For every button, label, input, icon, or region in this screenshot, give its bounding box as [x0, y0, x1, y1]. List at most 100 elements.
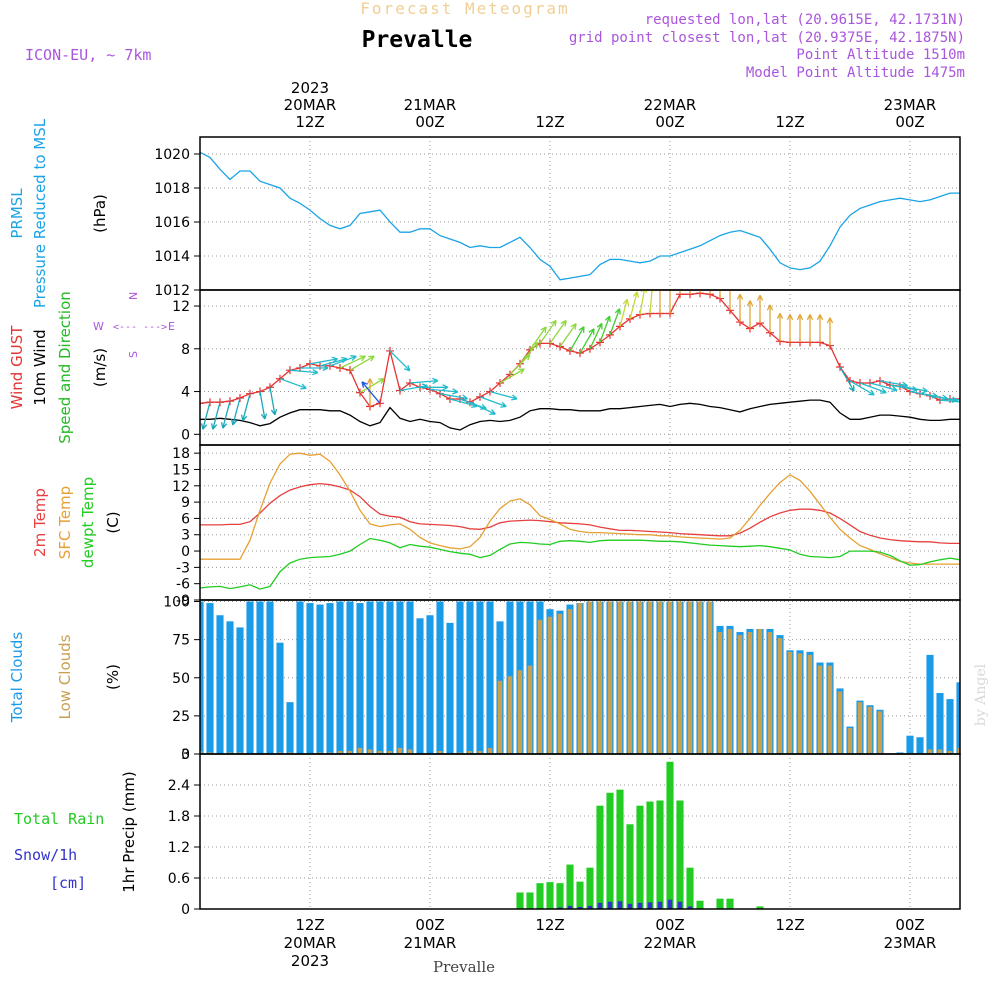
bar-low-clouds [647, 601, 653, 754]
bar-rain [526, 892, 534, 909]
bar-total-clouds [936, 693, 944, 754]
credit-text: by Angel [973, 663, 989, 726]
bar-total-clouds [200, 601, 204, 754]
y-tick-label: 0 [181, 427, 190, 443]
bar-total-clouds [246, 601, 254, 754]
bar-rain [756, 906, 764, 909]
wind-arrow [869, 382, 898, 393]
wind-arrow [349, 355, 375, 371]
wind-arrow [361, 381, 381, 404]
panel-label: (m/s) [91, 348, 109, 387]
panel-label: Low Clouds [56, 634, 74, 719]
bar-low-clouds [287, 752, 293, 754]
bar-low-clouds [317, 752, 323, 754]
bar-low-clouds [817, 665, 823, 754]
gust-marker [246, 389, 254, 398]
panel-wind: 0 4 8 12 Wind GUST 10m Wind Speed and Directio… [8, 289, 961, 446]
point-altitude: Point Altitude 1510m [796, 47, 965, 63]
wind-arrow [259, 391, 268, 420]
bottom-tick-label: 12Z [535, 916, 564, 934]
wind-arrow [756, 294, 764, 324]
wind-arrow [806, 314, 814, 343]
wind-arrow [579, 328, 595, 354]
panel-label: 10m Wind [31, 329, 49, 405]
bar-total-clouds [306, 603, 314, 754]
y-tick-label: 3 [181, 747, 190, 763]
wind-arrow [429, 388, 459, 395]
bar-total-clouds [266, 601, 274, 754]
panel-label: PRMSL [8, 188, 26, 239]
bar-low-clouds [617, 601, 623, 754]
y-tick-label: 75 [172, 633, 190, 649]
panel-label: dewpt Temp [79, 477, 97, 568]
wind-arrow [479, 396, 507, 408]
bar-total-clouds [316, 604, 324, 754]
bar-total-clouds [476, 601, 484, 754]
wind-arrow [786, 314, 794, 343]
y-tick-label: 1014 [154, 249, 190, 265]
wind-arrow [766, 304, 774, 333]
bar-low-clouds [517, 670, 523, 754]
bar-low-clouds [787, 651, 793, 754]
wind-arrow [859, 382, 887, 394]
panel-label-snow-unit: [cm] [50, 874, 86, 892]
bar-low-clouds [797, 653, 803, 754]
top-tick-label: 23MAR [884, 96, 937, 114]
grid-point-coordinates: grid point closest lon,lat (20.9375E, 42… [569, 30, 965, 46]
wind-arrow [499, 368, 525, 384]
bottom-tick-label: 20MAR [284, 934, 337, 952]
bar-low-clouds [767, 632, 773, 754]
bottom-tick-label: 00Z [895, 916, 924, 934]
bar-total-clouds [296, 601, 304, 754]
y-tick-label: 1.8 [168, 809, 190, 825]
top-tick-label: 22MAR [644, 96, 697, 114]
series-line-10m-wind [200, 399, 960, 431]
bar-low-clouds [457, 752, 463, 754]
bar-rain [686, 867, 694, 909]
bar-total-clouds [446, 622, 454, 754]
bar-rain [606, 792, 614, 909]
gust-marker [200, 399, 204, 408]
wind-arrow [519, 341, 539, 365]
bar-rain [676, 800, 684, 909]
y-tick-label: 50 [172, 671, 190, 687]
bar-low-clouds [527, 665, 533, 754]
series-group [200, 601, 960, 754]
y-tick-label: 100 [163, 595, 190, 611]
bottom-tick-label: 2023 [291, 952, 329, 970]
y-tick-label: 0 [181, 544, 190, 560]
bar-rain [576, 881, 584, 909]
wind-arrow [289, 368, 319, 376]
bar-rain [536, 883, 544, 909]
bar-total-clouds [456, 601, 464, 754]
bar-rain [586, 867, 594, 909]
bar-low-clouds [937, 749, 943, 754]
wind-arrow [599, 315, 611, 343]
bar-low-clouds [200, 750, 203, 754]
bar-snow [597, 902, 603, 909]
wind-arrow [826, 317, 834, 346]
bar-snow [647, 902, 653, 909]
y-tick-label: -6 [176, 577, 190, 593]
bar-low-clouds [737, 635, 743, 754]
bar-total-clouds [386, 601, 394, 754]
location-title: Prevalle [362, 27, 473, 53]
wind-arrow [240, 393, 251, 422]
bar-low-clouds [567, 609, 573, 754]
bottom-tick-label: 00Z [655, 916, 684, 934]
bar-low-clouds [807, 654, 813, 754]
bar-low-clouds [397, 747, 403, 754]
y-tick-label: 12 [172, 479, 190, 495]
panel-label-rain: Total Rain [14, 810, 104, 828]
bar-low-clouds [867, 706, 873, 754]
wind-arrow [200, 402, 211, 430]
panel-label: (%) [104, 664, 122, 690]
bar-low-clouds [637, 601, 643, 754]
bar-low-clouds [407, 749, 413, 754]
series-line-dewpt-temp [200, 537, 960, 590]
y-tick-label: 1012 [154, 283, 190, 299]
bar-total-clouds [336, 601, 344, 754]
bar-snow [567, 905, 573, 909]
wind-arrow [529, 326, 547, 351]
